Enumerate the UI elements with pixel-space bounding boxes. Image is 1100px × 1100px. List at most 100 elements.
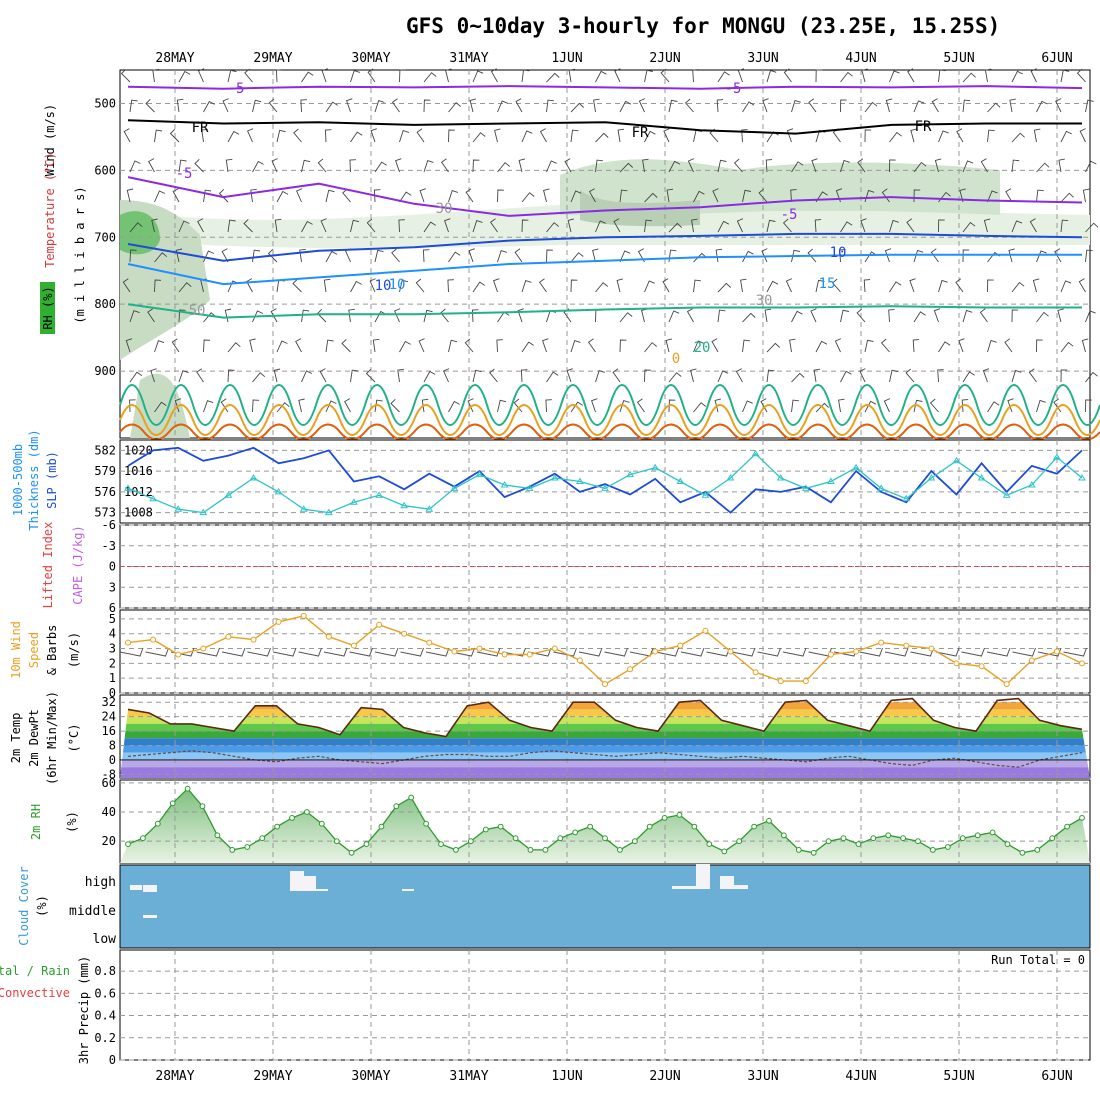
cloud-panel <box>119 864 1091 949</box>
y-tick-label: 40 <box>102 805 116 819</box>
wind-barb-10m <box>884 647 909 657</box>
wind-speed-marker <box>928 645 935 652</box>
rh-marker <box>795 847 802 853</box>
thickness-marker <box>601 484 609 491</box>
wind-barb <box>276 402 290 413</box>
wind-barb <box>815 402 830 413</box>
isotherm-line <box>127 232 1083 262</box>
wind-speed-marker <box>200 645 207 652</box>
cloud-bar <box>130 885 142 890</box>
wind-barb <box>203 400 214 413</box>
wind-barb-10m <box>578 647 603 657</box>
thickness-marker <box>149 494 157 502</box>
rh-shade-band <box>580 190 700 227</box>
wind-barb <box>154 190 166 203</box>
thickness-marker <box>1053 453 1061 460</box>
wind-barb <box>341 338 351 353</box>
wind-ylabel: Wind (m/s) <box>43 104 57 176</box>
wind-speed-marker <box>401 630 408 637</box>
wind-barb <box>884 248 892 263</box>
wind-barb <box>399 340 411 353</box>
wind-barb <box>742 189 751 203</box>
y-tick-label: -3 <box>102 539 116 553</box>
wind-barb <box>962 371 975 383</box>
temp-band <box>120 716 1090 724</box>
wind-barb <box>931 98 939 113</box>
wind-barb-10m <box>400 647 424 657</box>
rh-marker <box>825 838 832 845</box>
wind-barb <box>595 282 608 293</box>
wind-barb <box>889 131 902 143</box>
wind-speed-marker <box>752 669 759 676</box>
wind-barb <box>1085 160 1097 173</box>
wind-barb <box>299 248 306 263</box>
rh-marker <box>617 847 623 853</box>
thickness-marker <box>651 463 660 471</box>
thickness-marker <box>1078 474 1086 481</box>
wind-barb <box>546 371 559 383</box>
wind-barb-10m <box>476 647 501 657</box>
wind-barb <box>317 158 327 173</box>
wind-barb <box>758 188 768 203</box>
y-tick-label: 6 <box>109 601 116 615</box>
wind-barb <box>662 278 670 293</box>
wind-barb <box>444 218 451 233</box>
wind-barb <box>472 132 486 143</box>
wind-barb <box>151 218 158 233</box>
wind-barb <box>489 368 498 383</box>
wind-barb <box>171 338 180 353</box>
isotherm-line <box>127 176 1083 217</box>
wind-barb <box>762 98 769 113</box>
thickness-marker <box>1027 481 1036 488</box>
wind-barb <box>740 278 747 293</box>
wind-barb <box>736 218 744 233</box>
rh-marker <box>989 829 996 836</box>
cape-ylabel: CAPE (J/kg) <box>71 525 85 604</box>
wind-barb <box>443 368 450 383</box>
wind-barb <box>301 370 313 383</box>
thickness-marker <box>274 487 283 495</box>
wind-barb <box>889 159 896 173</box>
wind-barb <box>325 189 335 203</box>
wind-barb <box>790 189 797 203</box>
thickness-marker <box>124 484 132 491</box>
wind-barb <box>421 398 429 413</box>
wind-barb <box>350 369 359 383</box>
thickness-marker <box>852 463 860 471</box>
wind-barb <box>472 369 482 383</box>
rh-pct-ylabel: RH (%) <box>41 286 55 329</box>
wind-barb <box>464 338 474 353</box>
wind-barb <box>864 101 878 113</box>
wind-barb <box>933 308 941 323</box>
pressure-ylabel: Wind (m/s) Temperature (°C) (m i l l i b… <box>40 104 87 334</box>
rh-marker <box>870 835 877 842</box>
y-tick-label: 0 <box>109 686 116 700</box>
wind-barb <box>472 159 480 173</box>
wind-barb <box>785 278 793 293</box>
wind-barb <box>815 340 828 353</box>
rh-marker <box>721 848 728 855</box>
wind-barb <box>962 249 970 263</box>
wind-barb <box>515 98 523 113</box>
wind-barb <box>881 188 890 203</box>
wind-barb-10m <box>298 647 322 657</box>
wind-barb <box>243 218 253 233</box>
rh-marker <box>453 847 459 853</box>
wind-barb <box>691 218 698 233</box>
isotherm-lines <box>119 85 1100 441</box>
wind-barb <box>1079 128 1086 143</box>
precip-panel-ylabel: Total / Rain Convective 3hr Precip (mm) <box>0 956 91 1064</box>
wind-barb <box>913 399 923 413</box>
wind-barb <box>660 68 670 83</box>
wind-barb <box>513 398 523 413</box>
wind-barb <box>760 398 768 413</box>
wind-barb <box>668 399 676 413</box>
y-tick-label: 3 <box>109 580 116 594</box>
rh-marker <box>587 823 593 830</box>
wind-barb <box>717 282 732 293</box>
wind-barb <box>201 128 208 143</box>
wind-barb <box>711 338 719 353</box>
wind-barb <box>1085 99 1094 113</box>
